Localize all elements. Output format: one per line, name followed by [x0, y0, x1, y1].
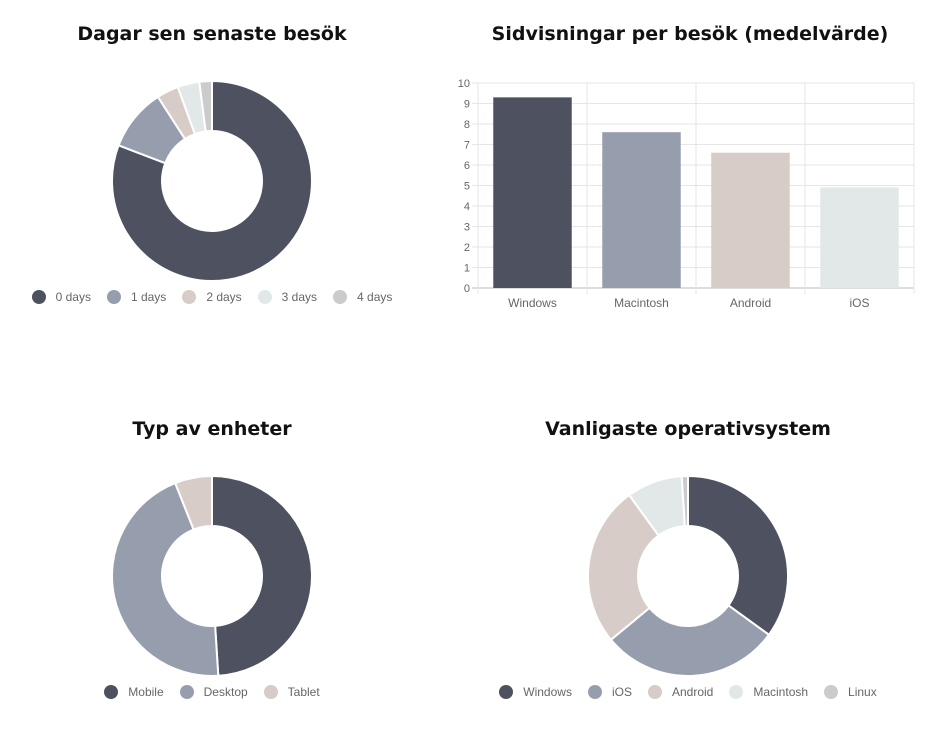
legend-label: Desktop	[203, 685, 248, 699]
bar-windows	[493, 97, 572, 288]
y-tick-label: 9	[464, 99, 470, 111]
legend-swatch	[824, 685, 839, 699]
legend-label: 1 days	[130, 290, 167, 304]
legend-label: 4 days	[357, 290, 393, 304]
doughnut-chart	[111, 79, 313, 282]
legend-item[interactable]: Linux	[824, 685, 877, 699]
legend-item[interactable]: Desktop	[179, 685, 248, 699]
y-tick-label: 10	[458, 78, 470, 90]
legend-swatch	[729, 685, 744, 699]
chart-panel-pageviews-per-visit: Sidvisningar per besök (medelvärde) 0 1 2 3…	[440, 0, 940, 330]
y-tick-label: 5	[464, 181, 470, 193]
chart-title: Dagar sen senaste besök	[77, 23, 347, 45]
bar-android	[711, 152, 790, 288]
legend-label: 2 days	[206, 290, 242, 304]
x-tick-label: Macintosh	[614, 296, 669, 310]
legend-item[interactable]: 2 days	[182, 290, 242, 304]
legend-swatch	[182, 290, 197, 304]
chart-legend: Windows iOS Android Macintosh Linux	[488, 685, 888, 699]
legend-swatch	[31, 290, 46, 304]
slice-android	[587, 493, 661, 642]
x-tick-label: Android	[730, 296, 771, 310]
legend-item[interactable]: Tablet	[263, 685, 320, 699]
slice-0-days	[111, 79, 313, 282]
legend-item[interactable]: Macintosh	[729, 685, 808, 699]
chart-title: Vanligaste operativsystem	[545, 418, 831, 440]
chart-title: Typ av enheter	[132, 418, 292, 440]
legend-label: Tablet	[287, 685, 320, 699]
slice-tablet	[173, 474, 213, 531]
legend-label: 0 days	[55, 290, 91, 304]
slice-ios	[609, 603, 771, 677]
legend-item[interactable]: 3 days	[257, 290, 318, 304]
chart-panel-operating-systems: Vanligaste operativsystem Windows iOS Andr…	[488, 395, 888, 735]
legend-label: Linux	[848, 685, 877, 699]
legend-swatch	[499, 685, 514, 699]
chart-legend: Mobile Desktop Tablet	[12, 685, 412, 699]
y-tick-label: 3	[464, 222, 470, 234]
legend-item[interactable]: 4 days	[333, 290, 392, 304]
bar-chart: 0 1 2 3 4 5 6 7 8 9 10 Windows Macintosh Android iOS	[458, 78, 915, 310]
y-tick-label: 7	[464, 140, 470, 152]
bar-ios	[820, 187, 899, 288]
y-tick-label: 8	[464, 119, 470, 131]
legend-item[interactable]: Windows	[499, 685, 572, 699]
legend-label: Windows	[523, 685, 572, 699]
legend-swatch	[106, 290, 121, 304]
doughnut-chart	[111, 474, 313, 677]
bar-macintosh	[602, 132, 681, 288]
chart-legend: 0 days 1 days 2 days 3 days 4 days	[12, 290, 412, 304]
legend-item[interactable]: 0 days	[31, 290, 91, 304]
y-tick-label: 4	[464, 201, 470, 213]
y-tick-label: 0	[464, 283, 470, 295]
legend-item[interactable]: Mobile	[104, 685, 164, 699]
slice-desktop	[111, 481, 220, 677]
legend-swatch	[647, 685, 662, 699]
y-tick-label: 2	[464, 242, 470, 254]
chart-title: Sidvisningar per besök (medelvärde)	[491, 23, 889, 45]
legend-label: Android	[671, 685, 714, 699]
slice-mobile	[211, 474, 313, 677]
x-tick-label: iOS	[849, 296, 869, 310]
y-tick-label: 1	[464, 263, 470, 275]
slice-4-days	[198, 79, 213, 133]
legend-item[interactable]: iOS	[587, 685, 632, 699]
doughnut-chart	[587, 474, 789, 677]
legend-swatch	[587, 685, 602, 699]
slice-linux	[680, 474, 689, 528]
x-tick-label: Windows	[508, 296, 557, 310]
legend-item[interactable]: 1 days	[106, 290, 167, 304]
legend-item[interactable]: Android	[647, 685, 714, 699]
legend-label: Mobile	[128, 685, 164, 699]
chart-panel-device-types: Typ av enheter Mobile Desktop Tablet	[12, 395, 412, 735]
legend-label: 3 days	[281, 290, 318, 304]
y-tick-label: 6	[464, 160, 470, 172]
legend-swatch	[257, 290, 272, 304]
legend-swatch	[104, 685, 119, 699]
legend-label: iOS	[611, 685, 632, 699]
slice-windows	[687, 474, 789, 637]
legend-swatch	[179, 685, 194, 699]
chart-panel-days-since-visit: Dagar sen senaste besök 0 days 1 days 2 da…	[12, 0, 412, 330]
legend-swatch	[333, 290, 348, 304]
legend-label: Macintosh	[753, 685, 809, 699]
legend-swatch	[263, 685, 278, 699]
